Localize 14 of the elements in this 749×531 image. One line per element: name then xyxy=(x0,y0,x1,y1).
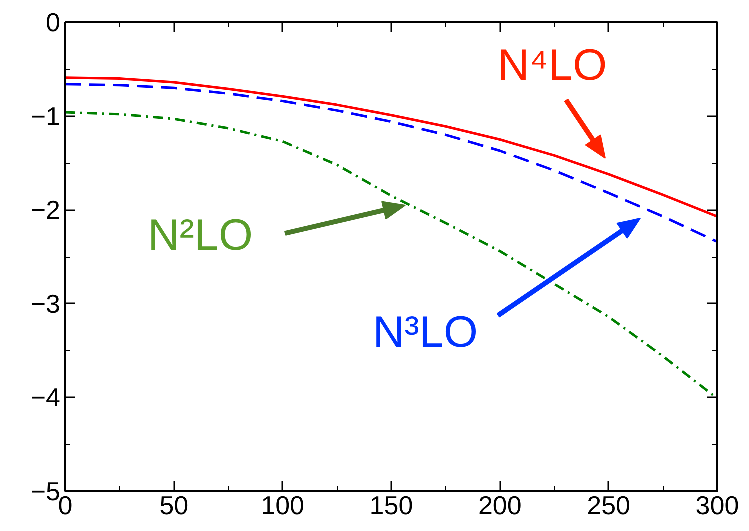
y-tick-label: −1 xyxy=(30,101,61,132)
y-tick-label: −4 xyxy=(30,382,61,413)
y-tick-label: −3 xyxy=(30,288,61,319)
annotation: N⁴LO xyxy=(498,41,608,90)
y-tick-label: 0 xyxy=(46,8,61,38)
x-tick-label: 250 xyxy=(587,490,631,520)
x-tick-label: 300 xyxy=(696,490,740,520)
x-tick-label: 150 xyxy=(370,490,414,520)
x-tick-label: 50 xyxy=(160,490,189,520)
annotation: N³LO xyxy=(372,308,478,357)
y-tick-label: −2 xyxy=(30,195,61,226)
annotation: N²LO xyxy=(148,211,254,260)
x-tick-label: 100 xyxy=(261,490,305,520)
x-tick-label: 200 xyxy=(478,490,522,520)
